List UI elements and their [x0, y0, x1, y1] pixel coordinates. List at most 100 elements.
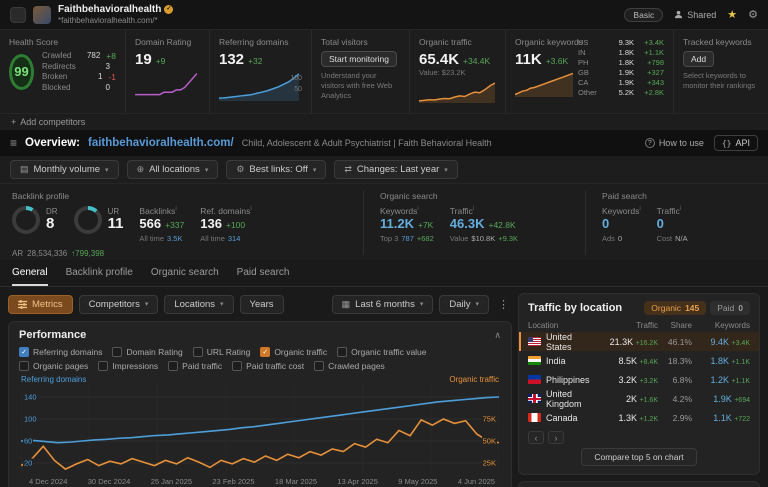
- plus-icon: +: [11, 117, 17, 127]
- kebab-menu-icon[interactable]: ⋮: [498, 298, 509, 311]
- domain-rating-panel[interactable]: Domain Rating 19 +9: [126, 30, 210, 113]
- health-score-panel[interactable]: Health Score 99 Crawled 782 +8 Redirects 3 …: [0, 30, 126, 113]
- caret-down-icon: ▾: [444, 166, 448, 174]
- start-monitoring-button[interactable]: Start monitoring: [321, 51, 397, 67]
- referring-domains-panel[interactable]: Referring domains 132 +32 100 50: [210, 30, 312, 113]
- tab-organic-search[interactable]: Organic search: [150, 266, 219, 278]
- collapse-chevron-icon[interactable]: ∧: [494, 329, 501, 340]
- shared-button[interactable]: Shared: [674, 10, 716, 20]
- paid-toggle-button[interactable]: Paid 0: [710, 301, 750, 315]
- metrics-button[interactable]: Metrics: [8, 294, 73, 314]
- settings-gear-icon[interactable]: ⚙: [748, 9, 758, 21]
- referring-domains-value: 132: [219, 51, 245, 68]
- workspace-icon[interactable]: [10, 6, 26, 23]
- competitors-dropdown[interactable]: Competitors ▾: [78, 294, 159, 314]
- date-range-dropdown[interactable]: ▦ Last 6 months ▾: [331, 294, 434, 314]
- checkbox-url-rating[interactable]: URL Rating: [192, 347, 250, 357]
- y-axis-left-tick: 20: [23, 458, 34, 468]
- y-axis-left-tick: 140: [23, 392, 38, 402]
- domain-rating-title: Domain Rating: [135, 37, 192, 47]
- paid-traffic-count[interactable]: 0: [656, 216, 664, 232]
- prev-page-button[interactable]: ‹: [528, 431, 544, 444]
- info-icon: i: [417, 206, 419, 213]
- checkbox-paid-traffic-cost[interactable]: Paid traffic cost: [232, 361, 304, 371]
- shared-label: Shared: [687, 9, 717, 20]
- caret-down-icon: ▾: [144, 301, 149, 308]
- granularity-dropdown[interactable]: Daily ▾: [439, 294, 489, 314]
- caret-down-icon: ▾: [312, 166, 317, 174]
- ref-domains-stat: Ref. domainsi 136 +100 All time 314: [200, 206, 252, 243]
- organic-toggle-button[interactable]: Organic 145: [644, 301, 707, 315]
- add-competitors-label: Add competitors: [20, 117, 86, 127]
- location-row-united-states[interactable]: United States 21.3K +16.2K 46.1% 9.4K +3…: [519, 332, 759, 352]
- tracked-keywords-note: Select keywords to monitor their ranking…: [683, 71, 756, 90]
- checkbox-paid-traffic[interactable]: Paid traffic: [168, 361, 222, 371]
- y-axis-right-tick: 75K: [481, 414, 497, 424]
- project-switcher[interactable]: Faithbehavioralhealth ✓ *faithbehavioralh…: [58, 4, 174, 25]
- volume-mode-dropdown[interactable]: ▤ Monthly volume ▾: [10, 160, 119, 179]
- ar-change: ↑799,398: [71, 248, 105, 258]
- us-flag-icon: [528, 337, 541, 346]
- organic-traffic-count[interactable]: 46.3K: [449, 216, 485, 232]
- tab-general[interactable]: General: [12, 260, 48, 286]
- location-row-united-kingdom[interactable]: United Kingdom 2K +1.6K 4.2% 1.9K +694: [519, 389, 759, 409]
- alltime-refdomains-link[interactable]: 314: [227, 233, 241, 243]
- backlinks-stat: Backlinksi 566 +337 All time 3.5K: [139, 206, 185, 243]
- checkbox-organic-pages[interactable]: Organic pages: [19, 361, 88, 371]
- checkbox-icon: [112, 347, 123, 357]
- checkbox-icon: [168, 361, 179, 371]
- organic-traffic-change: +34.4K: [463, 56, 491, 66]
- locations-dropdown-chart[interactable]: Locations ▾: [164, 294, 234, 314]
- checkbox-domain-rating[interactable]: Domain Rating: [112, 347, 183, 357]
- api-button[interactable]: {} API: [713, 135, 758, 151]
- tab-paid-search[interactable]: Paid search: [236, 266, 290, 278]
- location-row-philippines[interactable]: Philippines 3.2K +3.2K 6.8% 1.2K +1.1K: [519, 370, 759, 389]
- location-row-india[interactable]: India 8.5K +8.4K 18.3% 1.8K +1.1K: [519, 351, 759, 370]
- add-keywords-button[interactable]: Add: [683, 51, 715, 67]
- filter-bar: ▤ Monthly volume ▾ ⊕ All locations ▾ ⚙ Best l…: [0, 156, 768, 184]
- alltime-backlinks-link[interactable]: 3.5K: [167, 233, 183, 243]
- backlinks-value[interactable]: 566: [139, 216, 162, 232]
- project-avatar[interactable]: [33, 5, 51, 24]
- country-row: US 9.3K +3.4K: [578, 38, 664, 47]
- organic-keywords-title: Organic keywords: [515, 37, 584, 47]
- ref-domains-value[interactable]: 136: [200, 216, 222, 232]
- menu-icon[interactable]: ≡: [10, 136, 18, 150]
- how-to-use-link[interactable]: ? How to use: [644, 138, 704, 148]
- location-row-canada[interactable]: Canada 1.3K +1.2K 2.9% 1.1K +722: [519, 408, 759, 427]
- calendar-icon: ▦: [341, 298, 351, 309]
- organic-keywords-count[interactable]: 11.2K: [380, 216, 414, 232]
- best-links-dropdown[interactable]: ⚙ Best links: Off ▾: [226, 160, 327, 179]
- project-name: Faithbehavioralhealth: [58, 4, 162, 16]
- summary-stats: Backlink profile DR 8 UR 11 Backlinksi 566…: [0, 184, 768, 260]
- next-page-button[interactable]: ›: [548, 431, 564, 444]
- favorite-star-icon[interactable]: ★: [727, 9, 738, 21]
- checkbox-organic-traffic-value[interactable]: Organic traffic value: [337, 347, 427, 357]
- years-button[interactable]: Years: [239, 294, 284, 314]
- side-column: Traffic by location Organic 145 Paid 0 Loc…: [518, 287, 768, 487]
- checkbox-referring-domains[interactable]: ✓ Referring domains: [19, 347, 102, 357]
- tab-backlink-profile[interactable]: Backlink profile: [65, 266, 133, 278]
- checkbox-impressions[interactable]: Impressions: [98, 361, 158, 371]
- chart-toolbar: Metrics Competitors ▾ Locations ▾ Years ▦ L…: [8, 293, 512, 315]
- checkbox-icon: [232, 361, 243, 371]
- plan-badge[interactable]: Basic: [624, 7, 664, 22]
- checkbox-organic-traffic[interactable]: ✓ Organic traffic: [260, 347, 327, 357]
- traffic-by-location-title: Traffic by location: [528, 302, 623, 314]
- swap-icon: ⇄: [344, 164, 352, 174]
- organic-keywords-panel[interactable]: Organic keywords 11K +3.6K US 9.3K +3.4K IN…: [506, 30, 674, 113]
- organic-traffic-panel[interactable]: Organic traffic 65.4K +34.4K Value: $23.2…: [410, 30, 506, 113]
- locations-dropdown[interactable]: ⊕ All locations ▾: [126, 160, 219, 179]
- top3-link[interactable]: 787: [401, 233, 414, 243]
- chart-legend: Referring domains Organic traffic: [19, 374, 501, 385]
- checkbox-crawled-pages[interactable]: Crawled pages: [314, 361, 385, 371]
- target-domain-link[interactable]: faithbehavioralhealth.com/: [88, 137, 234, 149]
- changes-dropdown[interactable]: ⇄ Changes: Last year ▾: [334, 160, 458, 179]
- paid-keywords-count[interactable]: 0: [602, 216, 610, 232]
- compare-top5-button[interactable]: Compare top 5 on chart: [581, 448, 697, 466]
- section-title: Organic search: [380, 191, 438, 201]
- section-tabs: General Backlink profile Organic search …: [0, 260, 768, 287]
- dr-value: 8: [46, 215, 55, 233]
- add-competitors-link[interactable]: + Add competitors: [0, 114, 768, 130]
